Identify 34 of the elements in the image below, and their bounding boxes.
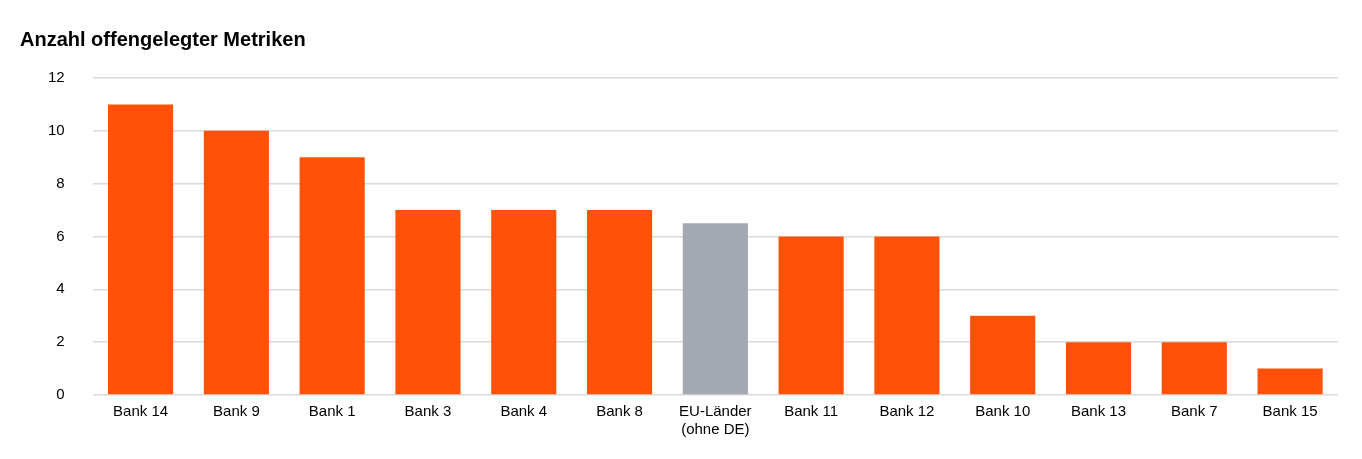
- bar: [1257, 368, 1323, 395]
- x-tick-label: Bank 3: [404, 402, 452, 420]
- y-tick-label: 12: [48, 68, 65, 86]
- x-tick-label: Bank 10: [975, 402, 1031, 420]
- x-tick-label: Bank 13: [1070, 402, 1127, 420]
- x-tick-label: Bank 8: [596, 402, 643, 420]
- bar: [778, 236, 844, 395]
- x-tick-label: Bank 7: [1170, 402, 1218, 420]
- x-tick-label: EU-Länder (ohne DE): [679, 402, 752, 438]
- bar: [395, 210, 461, 395]
- y-tick-label: 10: [48, 120, 65, 138]
- x-tick-label: Bank 9: [213, 402, 260, 420]
- x-tick-label: Bank 12: [879, 402, 935, 420]
- bar: [970, 315, 1036, 395]
- bar: [874, 236, 940, 395]
- bar: [108, 104, 174, 395]
- bar: [299, 157, 365, 395]
- x-tick-label: Bank 11: [784, 402, 839, 420]
- bar: [1065, 342, 1132, 395]
- chart-title: Anzahl offengelegter Metriken: [20, 27, 306, 50]
- bar: [203, 130, 269, 395]
- x-tick-label: Bank 15: [1262, 402, 1318, 420]
- bar: [682, 223, 748, 395]
- bar: [491, 210, 557, 395]
- bar: [1161, 342, 1227, 395]
- bar: [586, 210, 653, 395]
- x-tick-label: Bank 4: [500, 402, 548, 420]
- y-tick-label: 6: [56, 226, 65, 244]
- x-tick-label: Bank 14: [113, 402, 169, 420]
- y-tick-label: 0: [56, 385, 65, 403]
- x-tick-label: Bank 1: [308, 402, 356, 420]
- y-tick-label: 4: [56, 279, 65, 297]
- y-tick-label: 2: [56, 332, 65, 350]
- y-tick-label: 8: [56, 173, 65, 191]
